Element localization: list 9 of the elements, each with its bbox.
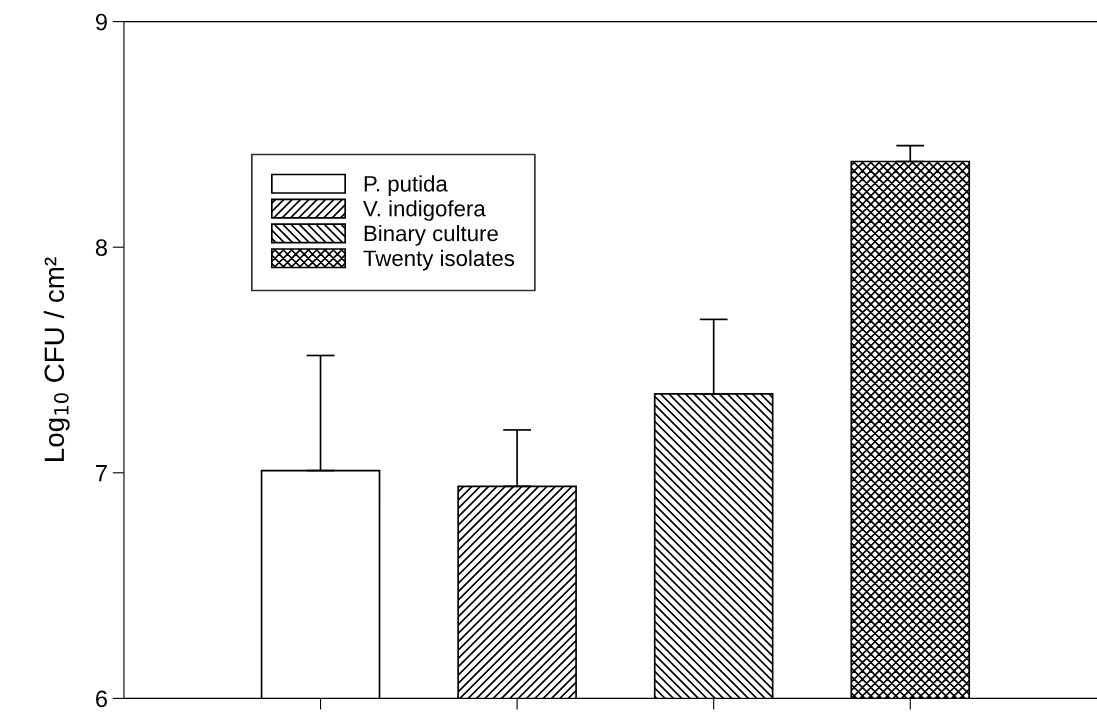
legend-label: P. putida — [364, 175, 448, 197]
y-axis-title: Log$_{10}$ CFU / cm² — [43, 257, 70, 461]
legend-label: Twenty isolates — [363, 249, 515, 271]
legend-label: V. indigofera — [363, 200, 486, 221]
y-tick-label: 7 — [96, 465, 107, 482]
y-tick-label: 9 — [95, 13, 107, 31]
y-tick-label: 6 — [96, 690, 107, 708]
y-tick-label: 8 — [95, 239, 107, 256]
legend-label: Binary culture — [364, 224, 498, 246]
